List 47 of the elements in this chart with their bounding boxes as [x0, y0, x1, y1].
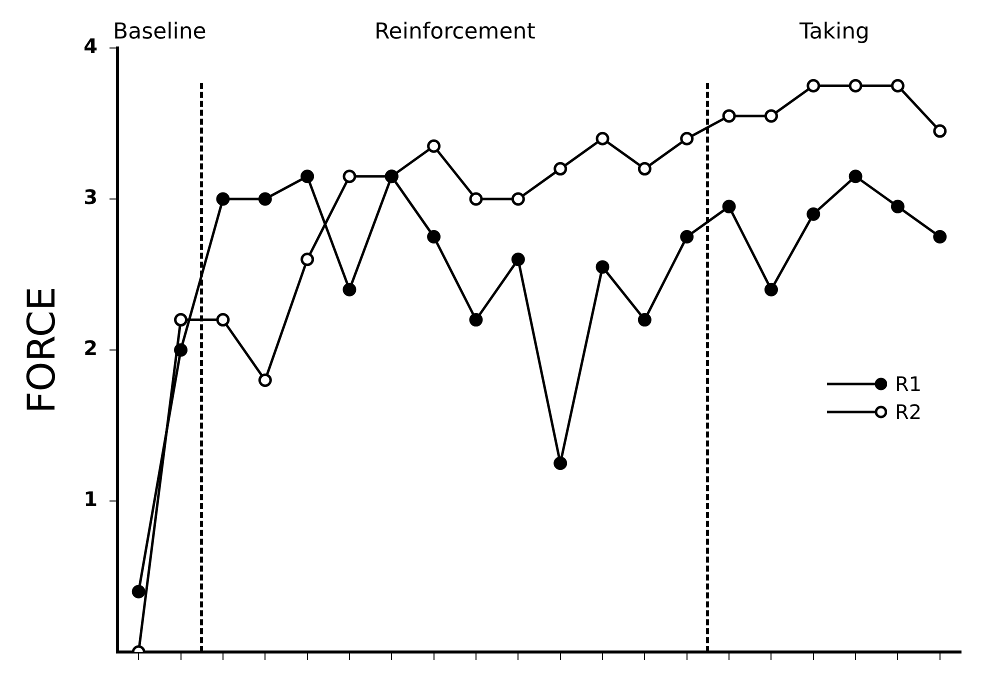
y-tick-label: 3	[84, 185, 98, 210]
point	[258, 192, 272, 206]
point	[427, 139, 441, 153]
point	[848, 79, 862, 92]
point	[806, 79, 820, 92]
legend-label: R1	[895, 372, 922, 396]
point	[596, 132, 610, 146]
point	[469, 313, 483, 327]
point	[806, 207, 820, 221]
point	[216, 313, 230, 327]
point	[680, 230, 694, 244]
point	[132, 584, 146, 598]
point	[300, 252, 314, 266]
point	[638, 162, 652, 176]
point	[342, 170, 356, 184]
point	[174, 343, 188, 357]
point	[300, 170, 314, 184]
point	[554, 456, 568, 470]
point	[890, 200, 904, 214]
point	[258, 373, 272, 387]
point	[722, 109, 736, 123]
text: Baseline	[113, 20, 206, 45]
legend-label: R2	[895, 400, 922, 424]
point	[933, 230, 947, 244]
y-axis-title: FORCE	[20, 286, 64, 414]
point	[680, 132, 694, 146]
point	[890, 79, 904, 92]
point	[511, 192, 525, 206]
point	[342, 282, 356, 296]
point	[722, 200, 736, 214]
point	[554, 162, 568, 176]
point	[216, 192, 230, 206]
point	[596, 260, 610, 274]
y-tick-label: 4	[84, 34, 98, 58]
point	[511, 252, 525, 266]
text: Reinforcement	[374, 20, 536, 45]
point	[427, 230, 441, 244]
point	[764, 109, 778, 123]
point	[638, 313, 652, 327]
point	[174, 313, 188, 327]
point	[933, 124, 947, 138]
point	[764, 282, 778, 296]
point	[469, 192, 483, 206]
y-tick-label: 2	[84, 336, 98, 360]
text: Taking	[798, 20, 870, 45]
point	[848, 170, 862, 184]
y-tick-label: 1	[84, 487, 98, 512]
